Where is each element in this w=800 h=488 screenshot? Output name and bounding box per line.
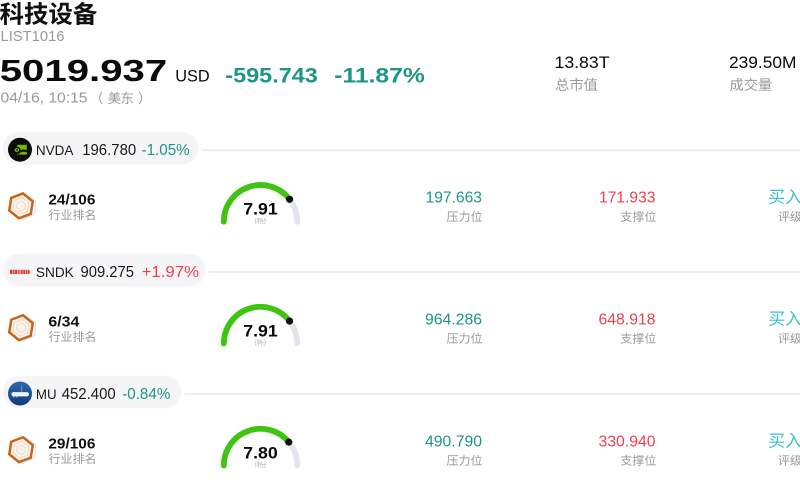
svg-text:7.80: 7.80 <box>243 444 278 462</box>
svg-text:909.275: 909.275 <box>81 264 135 281</box>
svg-text:29/106: 29/106 <box>48 435 95 452</box>
svg-text:13.83T: 13.83T <box>555 53 610 72</box>
svg-text:490.790: 490.790 <box>425 433 482 450</box>
svg-text:452.400: 452.400 <box>62 386 116 403</box>
svg-text:330.940: 330.940 <box>599 433 656 450</box>
svg-text:NVDA: NVDA <box>36 142 74 158</box>
svg-text:USD: USD <box>175 67 210 85</box>
svg-text:197.663: 197.663 <box>426 190 483 207</box>
svg-text:964.286: 964.286 <box>425 311 482 328</box>
svg-text:648.918: 648.918 <box>599 311 656 328</box>
svg-text:04/16, 10:15: 04/16, 10:15 <box>1 91 88 107</box>
svg-text:MU: MU <box>36 386 57 402</box>
svg-text:-1.05%: -1.05% <box>142 142 190 159</box>
svg-text:-11.87%: -11.87% <box>334 64 425 87</box>
svg-text:SNDK: SNDK <box>36 264 75 280</box>
svg-text:196.780: 196.780 <box>82 142 136 159</box>
svg-text:-595.743: -595.743 <box>225 64 317 87</box>
svg-text:7.91: 7.91 <box>243 322 278 340</box>
svg-text:5019.937: 5019.937 <box>0 54 167 88</box>
svg-text:6/34: 6/34 <box>48 313 80 330</box>
svg-text:+1.97%: +1.97% <box>142 264 200 281</box>
svg-text:LIST1016: LIST1016 <box>1 28 65 45</box>
svg-text:7.91: 7.91 <box>243 201 278 219</box>
svg-text:24/106: 24/106 <box>48 192 95 209</box>
svg-text:239.50M: 239.50M <box>729 53 797 72</box>
svg-text:171.933: 171.933 <box>599 190 656 207</box>
svg-text:-0.84%: -0.84% <box>122 386 170 403</box>
